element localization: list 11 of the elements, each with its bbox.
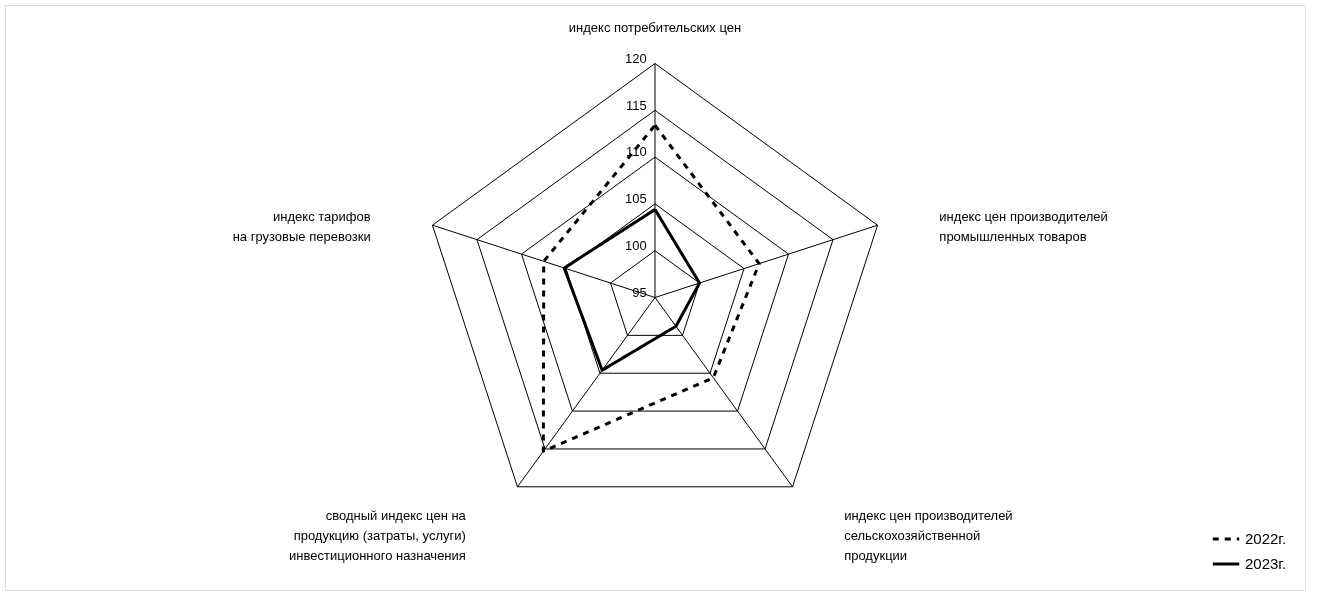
- y-tick-label: 115: [626, 97, 647, 113]
- spoke-label: индекс потребительских цен: [568, 20, 742, 36]
- spoke-label: индекс цен производителей сельскохозяйственной продукции: [844, 507, 1013, 563]
- spoke-label: сводный индекс цен на продукцию (затраты, услуги) инвестиционного назначения: [289, 507, 467, 563]
- spoke-label: индекс цен производителей промышленных товаров: [939, 208, 1108, 244]
- legend-label: 2022г.: [1245, 530, 1287, 547]
- y-tick-label: 105: [625, 191, 647, 207]
- y-tick-label: 100: [625, 238, 647, 254]
- y-tick-label: 120: [625, 50, 647, 66]
- legend-label: 2023г.: [1245, 555, 1287, 572]
- spoke-label: индекс тарифов на грузовые перевозки: [232, 208, 371, 244]
